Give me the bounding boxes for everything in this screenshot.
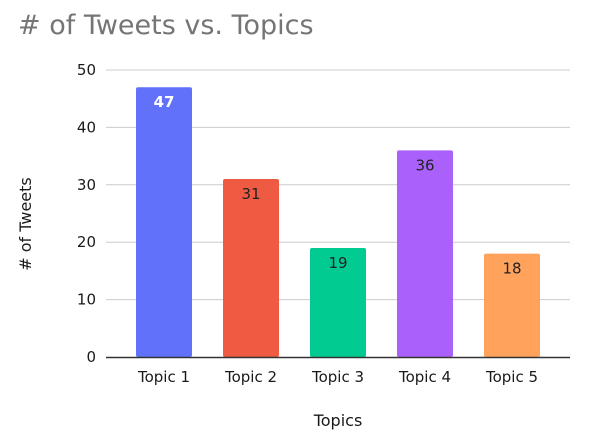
y-tick-label: 30 <box>77 176 96 194</box>
bar <box>310 247 366 357</box>
bar <box>484 253 540 357</box>
y-axis-ticks: 0 10 20 30 40 50 <box>77 61 96 366</box>
bar <box>397 150 453 357</box>
y-tick-label: 0 <box>86 348 96 366</box>
x-tick-label: Topic 3 <box>311 368 364 386</box>
y-tick-label: 20 <box>77 233 96 251</box>
x-tick-label: Topic 2 <box>224 368 277 386</box>
value-label: 31 <box>241 185 260 203</box>
x-axis-ticks: Topic 1 Topic 2 Topic 3 Topic 4 Topic 5 <box>137 368 538 386</box>
x-axis-title: Topics <box>313 411 363 430</box>
y-tick-label: 40 <box>77 118 96 136</box>
x-tick-label: Topic 4 <box>398 368 451 386</box>
bar <box>223 179 279 357</box>
bars <box>136 87 540 357</box>
y-axis-title: # of Tweets <box>16 177 35 271</box>
x-tick-label: Topic 5 <box>485 368 538 386</box>
value-labels: 47 31 19 36 18 <box>154 93 522 277</box>
value-label: 19 <box>328 254 347 272</box>
bar <box>136 87 192 357</box>
y-tick-label: 10 <box>77 291 96 309</box>
value-label: 36 <box>415 156 434 174</box>
x-tick-label: Topic 1 <box>137 368 190 386</box>
value-label: 18 <box>502 260 521 278</box>
chart-title: # of Tweets vs. Topics <box>18 10 314 41</box>
y-tick-label: 50 <box>77 61 96 79</box>
value-label: 47 <box>154 93 175 111</box>
